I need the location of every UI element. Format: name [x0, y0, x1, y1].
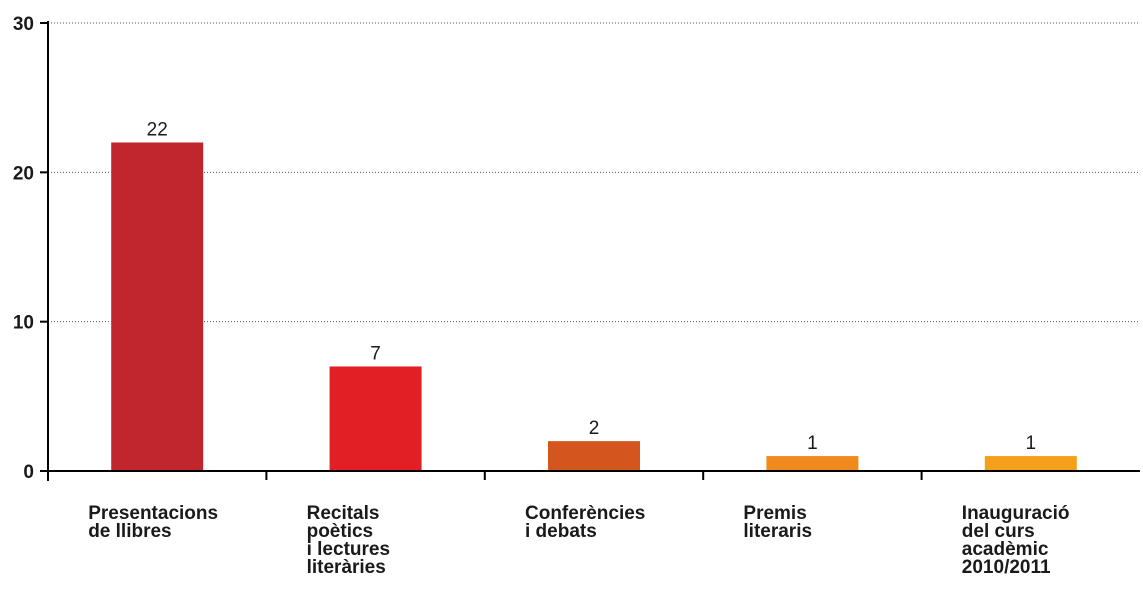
grid-lines — [48, 22, 1140, 323]
bar — [329, 366, 422, 471]
y-tick-label: 20 — [13, 163, 34, 184]
data-label: 7 — [370, 343, 381, 364]
y-tick-label: 10 — [13, 313, 34, 334]
data-label: 22 — [147, 119, 168, 140]
bar — [111, 142, 204, 471]
bar — [548, 441, 640, 471]
axes — [40, 21, 1140, 481]
bar — [766, 456, 859, 471]
x-tick-label: Inauguració del curs acadèmic 2010/2011 — [962, 503, 1070, 578]
y-tick-label: 30 — [13, 14, 34, 35]
data-label: 1 — [807, 433, 818, 454]
x-tick-label: Conferències i debats — [525, 503, 645, 542]
data-label: 2 — [589, 418, 600, 439]
x-tick-label: Premis literaris — [743, 503, 812, 542]
bar — [984, 456, 1077, 471]
data-label: 1 — [1026, 433, 1037, 454]
y-tick-label: 0 — [23, 462, 34, 483]
labels: 0 10 20 30 22 Presentacions de llibres 7 Recital… — [13, 14, 1070, 578]
x-tick-label: Presentacions de llibres — [88, 503, 218, 542]
bars — [111, 142, 1077, 471]
x-tick-label: Recitals poètics i lectures literàries — [307, 503, 390, 578]
